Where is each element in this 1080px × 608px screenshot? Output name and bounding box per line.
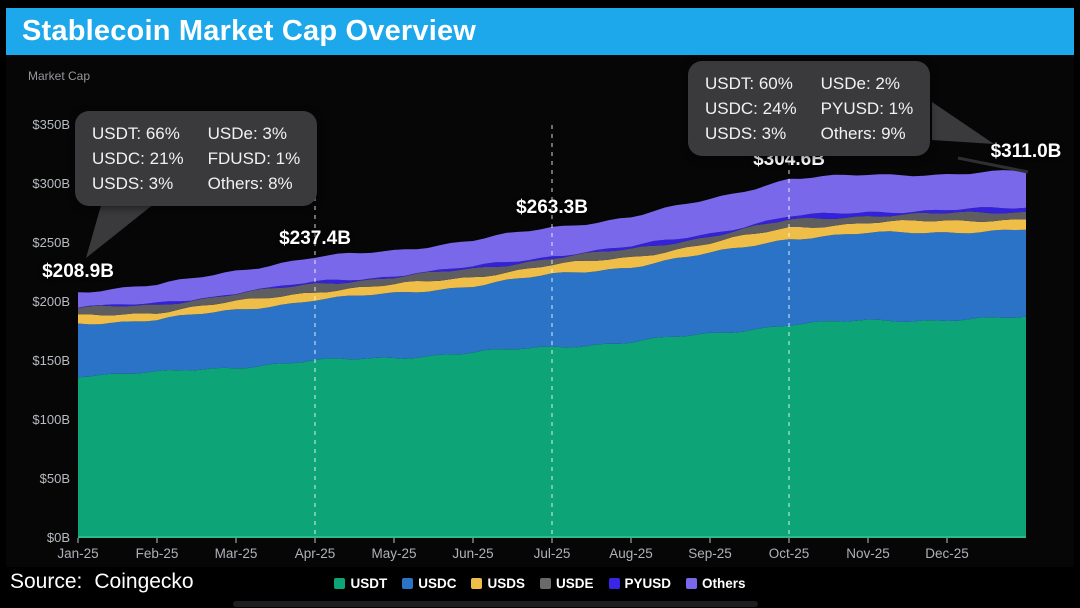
- tooltip-row: PYUSD: 1%: [820, 98, 914, 118]
- legend-item-others[interactable]: Others: [686, 576, 746, 591]
- bottom-reflection-strip: [233, 601, 758, 607]
- y-tick-label: $100B: [32, 412, 70, 427]
- tooltip-column: USDT: 60% USDC: 24% USDS: 3%: [705, 71, 797, 146]
- source-label: Source:: [10, 570, 83, 593]
- y-tick-label: $50B: [39, 471, 70, 486]
- x-tick-label: May-25: [371, 546, 417, 561]
- tooltip-row: USDe: 2%: [820, 74, 901, 93]
- x-tick-label: Sep-25: [688, 546, 732, 561]
- area-others: [78, 170, 1026, 308]
- legend: USDT USDC USDS USDE PYUSD Others: [0, 576, 1080, 591]
- tooltip-row: USDT: 60%: [705, 74, 793, 93]
- y-tick-label: $0B: [46, 530, 70, 545]
- tooltip-row: USDe: 3%: [207, 124, 288, 143]
- value-label: $208.9B: [42, 261, 114, 283]
- x-tick-label: Apr-25: [294, 546, 336, 561]
- legend-swatch: [608, 578, 620, 589]
- x-tick-label: Oct-25: [768, 546, 810, 561]
- legend-swatch: [539, 578, 551, 589]
- tooltip-column: USDe: 3% FDUSD: 1% Others: 8%: [208, 121, 301, 196]
- y-tick-label: $150B: [32, 353, 70, 368]
- legend-item-label: Others: [702, 576, 746, 591]
- tooltip-row: USDC: 24%: [705, 98, 797, 118]
- tooltip-start: USDT: 66% USDC: 21% USDS: 3% USDe: 3% FDUSD…: [75, 111, 318, 207]
- x-tick-label: Feb-25: [135, 546, 179, 561]
- tooltip-row: FDUSD: 1%: [207, 148, 301, 168]
- tooltip-column: USDT: 66% USDC: 21% USDS: 3%: [92, 121, 184, 196]
- value-label: $237.4B: [279, 227, 351, 249]
- legend-swatch: [402, 578, 414, 589]
- legend-item-usde[interactable]: USDE: [539, 576, 594, 591]
- legend-item-label: USDC: [418, 576, 457, 591]
- tooltip-row: Others: 8%: [207, 173, 293, 193]
- tooltip-column: USDe: 2% PYUSD: 1% Others: 9%: [821, 71, 914, 146]
- y-tick-label: $250B: [32, 235, 70, 250]
- x-tick-label: Jul-25: [533, 546, 571, 561]
- y-tick-label: $200B: [32, 294, 70, 309]
- x-tick-label: Aug-25: [609, 546, 653, 561]
- legend-item-label: USDT: [350, 576, 388, 591]
- legend-swatch: [471, 578, 483, 589]
- tooltip-end-tail: [932, 102, 994, 144]
- legend-item-label: PYUSD: [624, 576, 672, 591]
- title-bar: Stablecoin Market Cap Overview: [6, 8, 1074, 55]
- area-usdc: [78, 229, 1026, 378]
- y-tick-label: $350B: [32, 117, 70, 132]
- x-tick-label: Dec-25: [925, 546, 969, 561]
- legend-item-pyusd[interactable]: PYUSD: [608, 576, 672, 591]
- tooltip-row: USDS: 3%: [705, 123, 787, 143]
- source-row: Source: Coingecko: [10, 570, 194, 594]
- source-name: Coingecko: [94, 570, 194, 593]
- value-label: $311.0B: [990, 141, 1062, 163]
- legend-item-label: USDS: [487, 576, 525, 591]
- legend-item-usdt[interactable]: USDT: [334, 576, 387, 591]
- tooltip-row: Others: 9%: [820, 123, 906, 143]
- x-tick-label: Jun-25: [452, 546, 494, 561]
- area-pyusd: [78, 207, 1026, 309]
- x-tick-label: Jan-25: [57, 546, 99, 561]
- page-title: Stablecoin Market Cap Overview: [22, 15, 477, 47]
- value-label: $263.3B: [516, 197, 588, 219]
- tooltip-row: USDC: 21%: [92, 148, 184, 168]
- legend-item-label: USDE: [555, 576, 594, 591]
- legend-swatch: [334, 578, 346, 589]
- annotation-pointer-line: [957, 156, 1029, 174]
- y-tick-label: $300B: [32, 176, 70, 191]
- legend-item-usds[interactable]: USDS: [471, 576, 525, 591]
- tooltip-end: USDT: 60% USDC: 24% USDS: 3% USDe: 2% PYUSD…: [688, 61, 931, 157]
- y-axis-title: Market Cap: [28, 69, 91, 83]
- x-tick-label: Nov-25: [846, 546, 890, 561]
- legend-swatch: [686, 578, 698, 589]
- legend-item-usdc[interactable]: USDC: [402, 576, 456, 591]
- x-tick-label: Mar-25: [214, 546, 258, 561]
- tooltip-row: USDS: 3%: [92, 173, 174, 193]
- tooltip-row: USDT: 66%: [92, 124, 180, 143]
